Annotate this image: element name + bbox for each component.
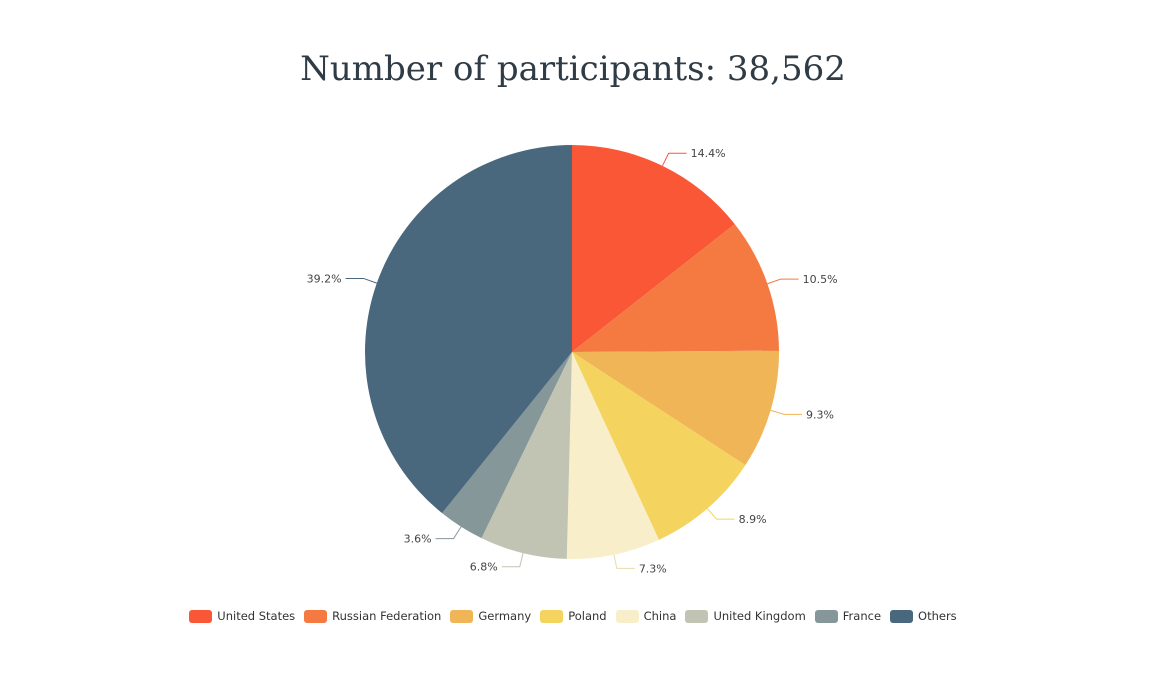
leader-line-china — [613, 554, 635, 569]
legend-label-poland: Poland — [568, 609, 607, 623]
pie-slice-poland — [572, 352, 746, 540]
slice-label-united-kingdom: 6.8% — [470, 561, 498, 574]
slice-label-united-states: 14.4% — [691, 147, 726, 160]
legend-swatch-others — [890, 609, 914, 623]
legend-item-united-kingdom[interactable]: United Kingdom — [685, 609, 806, 623]
legend-swatch-poland — [540, 609, 564, 623]
chart-legend: United States Russian Federation Germany Po… — [0, 609, 1146, 623]
legend-item-germany[interactable]: Germany — [450, 609, 531, 623]
leader-line-poland — [707, 508, 735, 520]
legend-item-poland[interactable]: Poland — [540, 609, 607, 623]
slice-label-china: 7.3% — [639, 562, 667, 575]
pie-slice-united-kingdom — [481, 352, 572, 559]
legend-item-united-states[interactable]: United States — [189, 609, 295, 623]
legend-label-russian-federation: Russian Federation — [332, 609, 442, 623]
slice-label-germany: 9.3% — [806, 408, 834, 421]
legend-swatch-germany — [450, 609, 474, 623]
pie-slice-france — [442, 352, 572, 539]
leader-line-russian-federation — [767, 278, 799, 285]
pie-slice-russian-federation — [572, 224, 779, 352]
legend-swatch-china — [615, 609, 639, 623]
leader-line-france — [435, 526, 462, 540]
slice-label-poland: 8.9% — [739, 513, 767, 526]
leader-line-united-states — [662, 152, 687, 167]
legend-label-united-kingdom: United Kingdom — [713, 609, 806, 623]
pie-labels: 14.4% 10.5% 9.3% 8.9% 7.3% 6.8% 3.6% 39.2% — [307, 147, 838, 575]
leader-line-others — [345, 277, 377, 284]
slice-label-others: 39.2% — [307, 272, 342, 285]
legend-item-russian-federation[interactable]: Russian Federation — [304, 609, 441, 623]
leader-line-germany — [770, 409, 803, 415]
legend-swatch-united-kingdom — [685, 609, 709, 623]
legend-item-china[interactable]: China — [615, 609, 677, 623]
legend-label-france: France — [842, 609, 882, 623]
legend-swatch-united-states — [189, 609, 213, 623]
pie-slice-others — [364, 145, 572, 514]
legend-swatch-russian-federation — [304, 609, 328, 623]
chart-title: Number of participants: 38,562 — [300, 49, 846, 89]
legend-item-france[interactable]: France — [814, 609, 882, 623]
slice-label-france: 3.6% — [404, 533, 432, 546]
legend-item-others[interactable]: Others — [890, 609, 957, 623]
legend-label-germany: Germany — [478, 609, 532, 623]
legend-swatch-france — [814, 609, 838, 623]
slice-label-russian-federation: 10.5% — [803, 273, 838, 286]
pie-leader-lines — [345, 152, 803, 569]
legend-label-united-states: United States — [217, 609, 296, 623]
pie-slice-germany — [572, 350, 779, 466]
pie-slices — [364, 145, 779, 559]
leader-line-united-kingdom — [501, 553, 524, 568]
legend-label-china: China — [643, 609, 677, 623]
pie-slice-china — [566, 352, 659, 559]
pie-slice-united-states — [572, 145, 735, 352]
legend-label-others: Others — [918, 609, 957, 623]
